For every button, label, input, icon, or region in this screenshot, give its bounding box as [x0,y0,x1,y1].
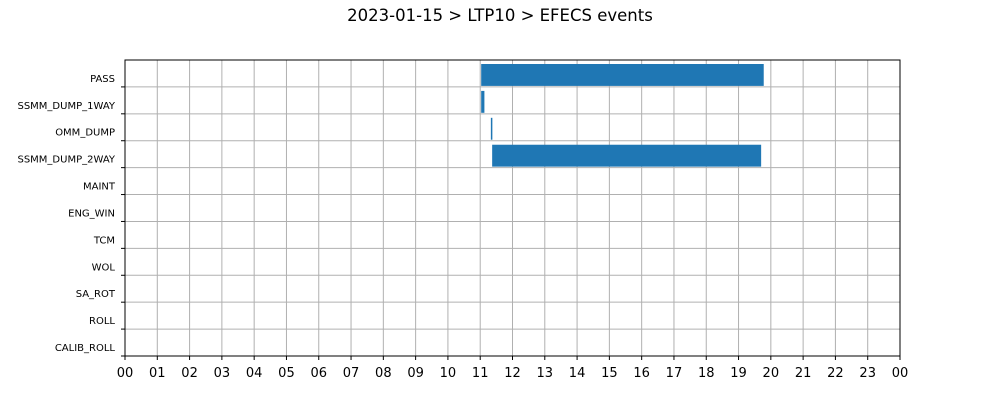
x-tick-label: 18 [698,366,715,381]
event-bar [481,64,764,86]
x-tick-label: 11 [472,366,489,381]
event-bars [481,64,764,167]
axis-ticks: 00 01 02 03 04 05 06 07 08 09 10 11 12 13 14 15 16 17 18 19… [17,74,908,381]
event-bar [481,90,485,113]
x-tick-label: 01 [149,366,166,381]
x-tick-label: 07 [343,366,360,381]
y-tick-label: MAINT [83,182,116,193]
x-tick-label: 10 [440,366,457,381]
x-tick-label: 22 [827,366,844,381]
x-tick-label: 02 [181,366,198,381]
x-tick-label: 16 [633,366,650,381]
x-tick-label: 19 [730,366,747,381]
event-bar [492,144,762,167]
y-tick-label: ROLL [89,316,115,327]
x-tick-label: 00 [117,366,134,381]
x-tick-label: 14 [569,366,586,381]
x-tick-label: 21 [795,366,812,381]
grid-lines [124,60,901,356]
y-tick-label: OMM_DUMP [55,128,115,139]
x-tick-label: 00 [892,366,909,381]
x-tick-label: 13 [537,366,554,381]
event-bar [490,117,493,140]
x-tick-label: 03 [214,366,231,381]
y-tick-label: ENG_WIN [68,208,115,219]
y-tick-label: TCM [93,235,115,246]
x-tick-label: 05 [278,366,295,381]
x-tick-label: 09 [407,366,424,381]
x-tick-label: 20 [763,366,780,381]
x-tick-label: 08 [375,366,392,381]
x-tick-label: 04 [246,366,263,381]
y-tick-label: PASS [90,74,115,85]
x-tick-label: 12 [504,366,521,381]
chart-title: 2023-01-15 > LTP10 > EFECS events [347,6,653,25]
x-tick-label: 06 [310,366,327,381]
x-tick-label: 17 [666,366,683,381]
x-tick-label: 23 [859,366,876,381]
x-tick-label: 15 [601,366,618,381]
y-tick-label: CALIB_ROLL [55,343,116,354]
y-tick-label: SSMM_DUMP_2WAY [17,155,115,166]
y-tick-label: SSMM_DUMP_1WAY [17,101,115,112]
y-tick-label: WOL [92,262,116,273]
y-tick-label: SA_ROT [76,289,116,300]
